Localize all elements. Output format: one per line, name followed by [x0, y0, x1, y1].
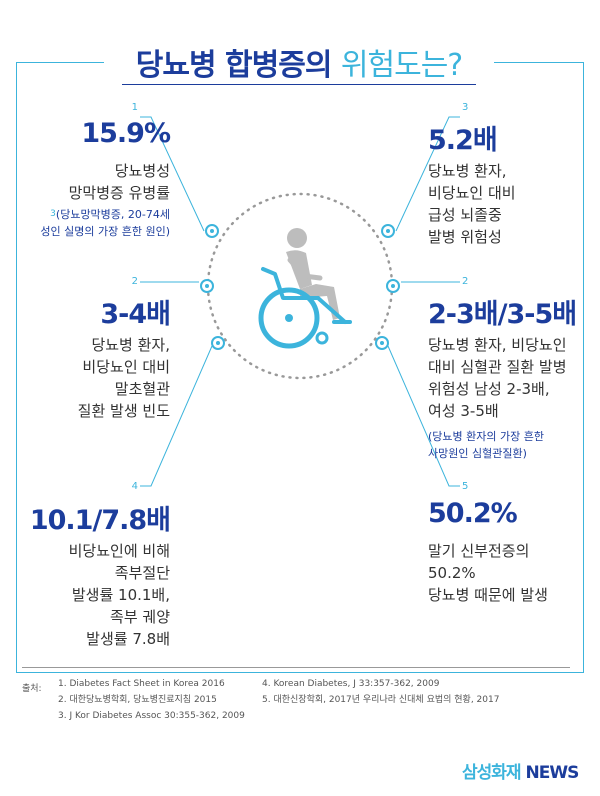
sources-label: 출처: — [22, 684, 42, 694]
stat-6-value: 50.2% — [428, 498, 518, 529]
stat-4-desc: 당뇨병 환자, 비당뇨인 대비 급성 뇌졸중 발병 위험성 — [428, 162, 516, 246]
connector-line-1 — [140, 116, 205, 232]
sources-divider — [22, 667, 570, 668]
stat-3-desc: 비당뇨인에 비해 족부절단 발생률 10.1배, 족부 궤양 발생률 7.8배 — [68, 542, 170, 648]
sources-right: 4. Korean Diabetes, J 33:357-362, 2009 5.… — [262, 679, 500, 705]
stat-5-value: 2-3배/3-5배 — [428, 299, 577, 330]
wheelchair-user-icon — [258, 228, 352, 349]
stat-1-ref: 1 — [131, 102, 138, 113]
stat-1-note: 3(당뇨망막병증, 20-74세 성인 실명의 가장 흔한 원인) — [40, 208, 170, 238]
connector-line-3 — [140, 345, 213, 487]
stat-2-desc: 당뇨병 환자, 비당뇨인 대비 말초혈관 질환 발생 빈도 — [77, 336, 170, 420]
stat-5-desc: 당뇨병 환자, 비당뇨인 대비 심혈관 질환 발병 위험성 남성 2-3배, 여성 3… — [428, 336, 567, 420]
page-title: 당뇨병 합병증의 위험도는? — [135, 48, 463, 83]
sources-left: 1. Diabetes Fact Sheet in Korea 2016 2. 대… — [58, 679, 245, 721]
stat-2-value: 3-4배 — [100, 299, 171, 330]
node-6 — [375, 336, 389, 350]
connector-nodes — [200, 224, 400, 350]
stat-4-value: 5.2배 — [428, 125, 498, 156]
node-2 — [200, 279, 214, 293]
stat-1-desc: 당뇨병성 망막병증 유병률 — [68, 162, 170, 202]
frame-top-left — [16, 62, 104, 63]
stat-3-value: 10.1/7.8배 — [29, 505, 171, 536]
node-1 — [205, 224, 219, 238]
stat-3-ref: 4 — [131, 481, 138, 492]
stat-5-note: (당뇨병 환자의 가장 흔한 사망원인 심혈관질환) — [428, 430, 544, 460]
title-underline — [122, 84, 476, 85]
node-4 — [381, 224, 395, 238]
stat-1-value: 15.9% — [81, 118, 171, 149]
content-frame — [16, 62, 584, 673]
stat-5-ref: 2 — [462, 276, 469, 287]
frame-top-right — [494, 62, 583, 63]
stat-2-ref: 2 — [131, 276, 138, 287]
connector-line-4 — [395, 116, 460, 232]
brand-logo: 삼성화재 NEWS — [462, 763, 579, 783]
stat-6-ref: 5 — [462, 481, 469, 492]
stat-6-desc: 말기 신부전증의 50.2% 당뇨병 때문에 발생 — [428, 542, 548, 604]
stat-4-ref: 3 — [462, 102, 469, 113]
node-3 — [211, 336, 225, 350]
node-5 — [386, 279, 400, 293]
connector-line-6 — [387, 345, 460, 487]
